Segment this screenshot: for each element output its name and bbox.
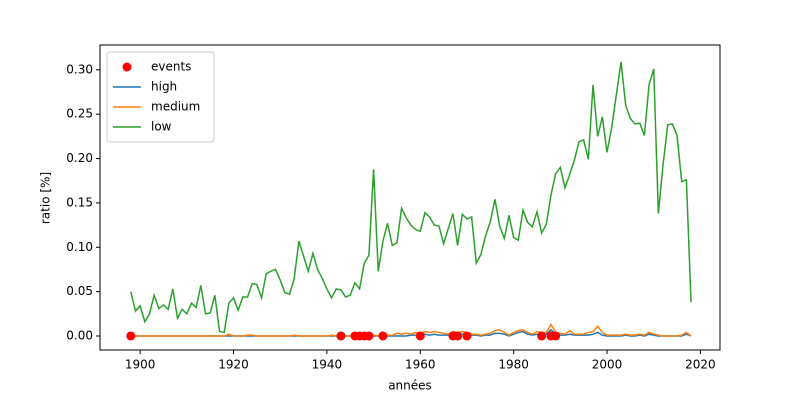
event-point bbox=[462, 331, 472, 341]
x-tick-label: 2020 bbox=[685, 358, 716, 372]
y-tick-label: 0.10 bbox=[66, 240, 93, 254]
legend-label: events bbox=[151, 60, 191, 74]
event-point bbox=[537, 331, 547, 341]
legend-marker bbox=[122, 62, 132, 72]
y-tick-label: 0.30 bbox=[66, 62, 93, 76]
legend-label: medium bbox=[151, 100, 200, 114]
y-tick-label: 0.25 bbox=[66, 107, 93, 121]
x-tick-label: 1900 bbox=[125, 358, 156, 372]
event-point bbox=[336, 331, 346, 341]
series-line bbox=[130, 322, 692, 337]
y-tick-label: 0.00 bbox=[66, 328, 93, 342]
event-point bbox=[415, 331, 425, 341]
x-tick-label: 2000 bbox=[592, 358, 623, 372]
event-point bbox=[126, 331, 136, 341]
event-point bbox=[378, 331, 388, 341]
x-tick-label: 1980 bbox=[498, 358, 529, 372]
y-tick-label: 0.05 bbox=[66, 284, 93, 298]
event-point bbox=[453, 331, 463, 341]
y-tick-label: 0.20 bbox=[66, 151, 93, 165]
series-line bbox=[130, 61, 692, 334]
event-point bbox=[364, 331, 374, 341]
legend-box bbox=[106, 51, 215, 143]
x-tick-label: 1960 bbox=[405, 358, 436, 372]
x-tick-label: 1920 bbox=[218, 358, 249, 372]
x-axis-label: années bbox=[388, 379, 432, 393]
legend-label: low bbox=[151, 120, 172, 134]
event-point bbox=[551, 331, 561, 341]
y-tick-label: 0.15 bbox=[66, 195, 93, 209]
y-axis-label: ratio [%] bbox=[39, 172, 53, 224]
legend-label: high bbox=[151, 80, 177, 94]
plot-frame bbox=[99, 44, 721, 351]
x-tick-label: 1940 bbox=[312, 358, 343, 372]
